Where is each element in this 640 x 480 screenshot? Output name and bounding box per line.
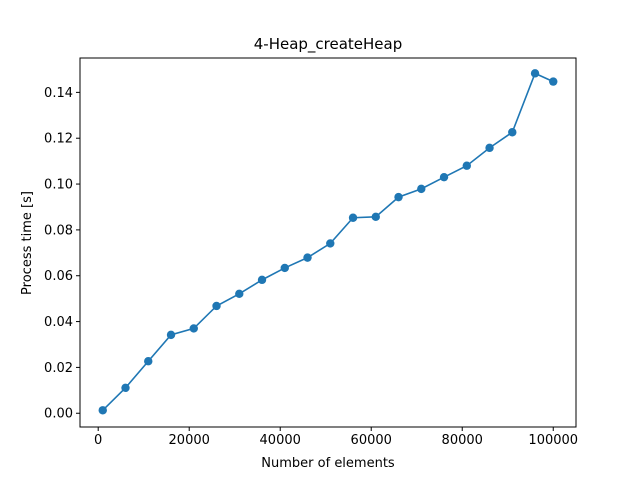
data-point <box>144 357 153 366</box>
x-tick-label: 20000 <box>169 433 210 448</box>
y-axis-label: Process time [s] <box>20 191 35 295</box>
chart-title: 4-Heap_createHeap <box>254 35 403 54</box>
series-layer <box>98 69 558 415</box>
y-tick-label: 0.10 <box>44 178 73 193</box>
x-axis-label: Number of elements <box>261 456 395 471</box>
x-tick-label: 40000 <box>260 433 301 448</box>
data-point <box>212 301 221 311</box>
data-point <box>280 263 289 273</box>
data-point <box>508 128 517 137</box>
y-tick-label: 0.08 <box>44 223 73 238</box>
x-tick-label: 80000 <box>442 433 483 448</box>
data-point <box>439 172 449 182</box>
x-tick-label: 0 <box>94 433 102 448</box>
y-tick-label: 0.02 <box>44 361 73 376</box>
y-tick-label: 0.14 <box>44 86 73 101</box>
data-point <box>549 77 558 86</box>
data-point <box>371 212 380 222</box>
data-point <box>394 192 403 202</box>
data-point <box>303 253 312 262</box>
y-tick-label: 0.04 <box>44 315 73 330</box>
data-point <box>235 289 244 299</box>
plot-area <box>79 57 577 428</box>
x-tick-label: 100000 <box>528 433 578 448</box>
data-point <box>530 69 540 78</box>
x-tick-label: 60000 <box>351 433 392 448</box>
data-point <box>417 184 426 194</box>
plot-frame <box>79 57 577 428</box>
data-point <box>189 324 198 333</box>
data-point <box>462 161 471 170</box>
y-axis: 0.00 0.02 0.04 0.06 0.08 0.10 0.12 0.14 <box>44 86 80 422</box>
data-point <box>98 406 107 415</box>
data-point <box>326 239 335 248</box>
y-tick-label: 0.06 <box>44 269 73 284</box>
data-point <box>257 275 267 285</box>
data-point <box>121 383 130 393</box>
data-point <box>348 213 358 222</box>
data-point <box>485 143 494 153</box>
x-axis: 0 20000 40000 60000 80000 100000 <box>94 427 578 448</box>
data-point <box>166 330 176 340</box>
y-tick-label: 0.00 <box>44 407 73 422</box>
y-tick-label: 0.12 <box>44 132 73 147</box>
